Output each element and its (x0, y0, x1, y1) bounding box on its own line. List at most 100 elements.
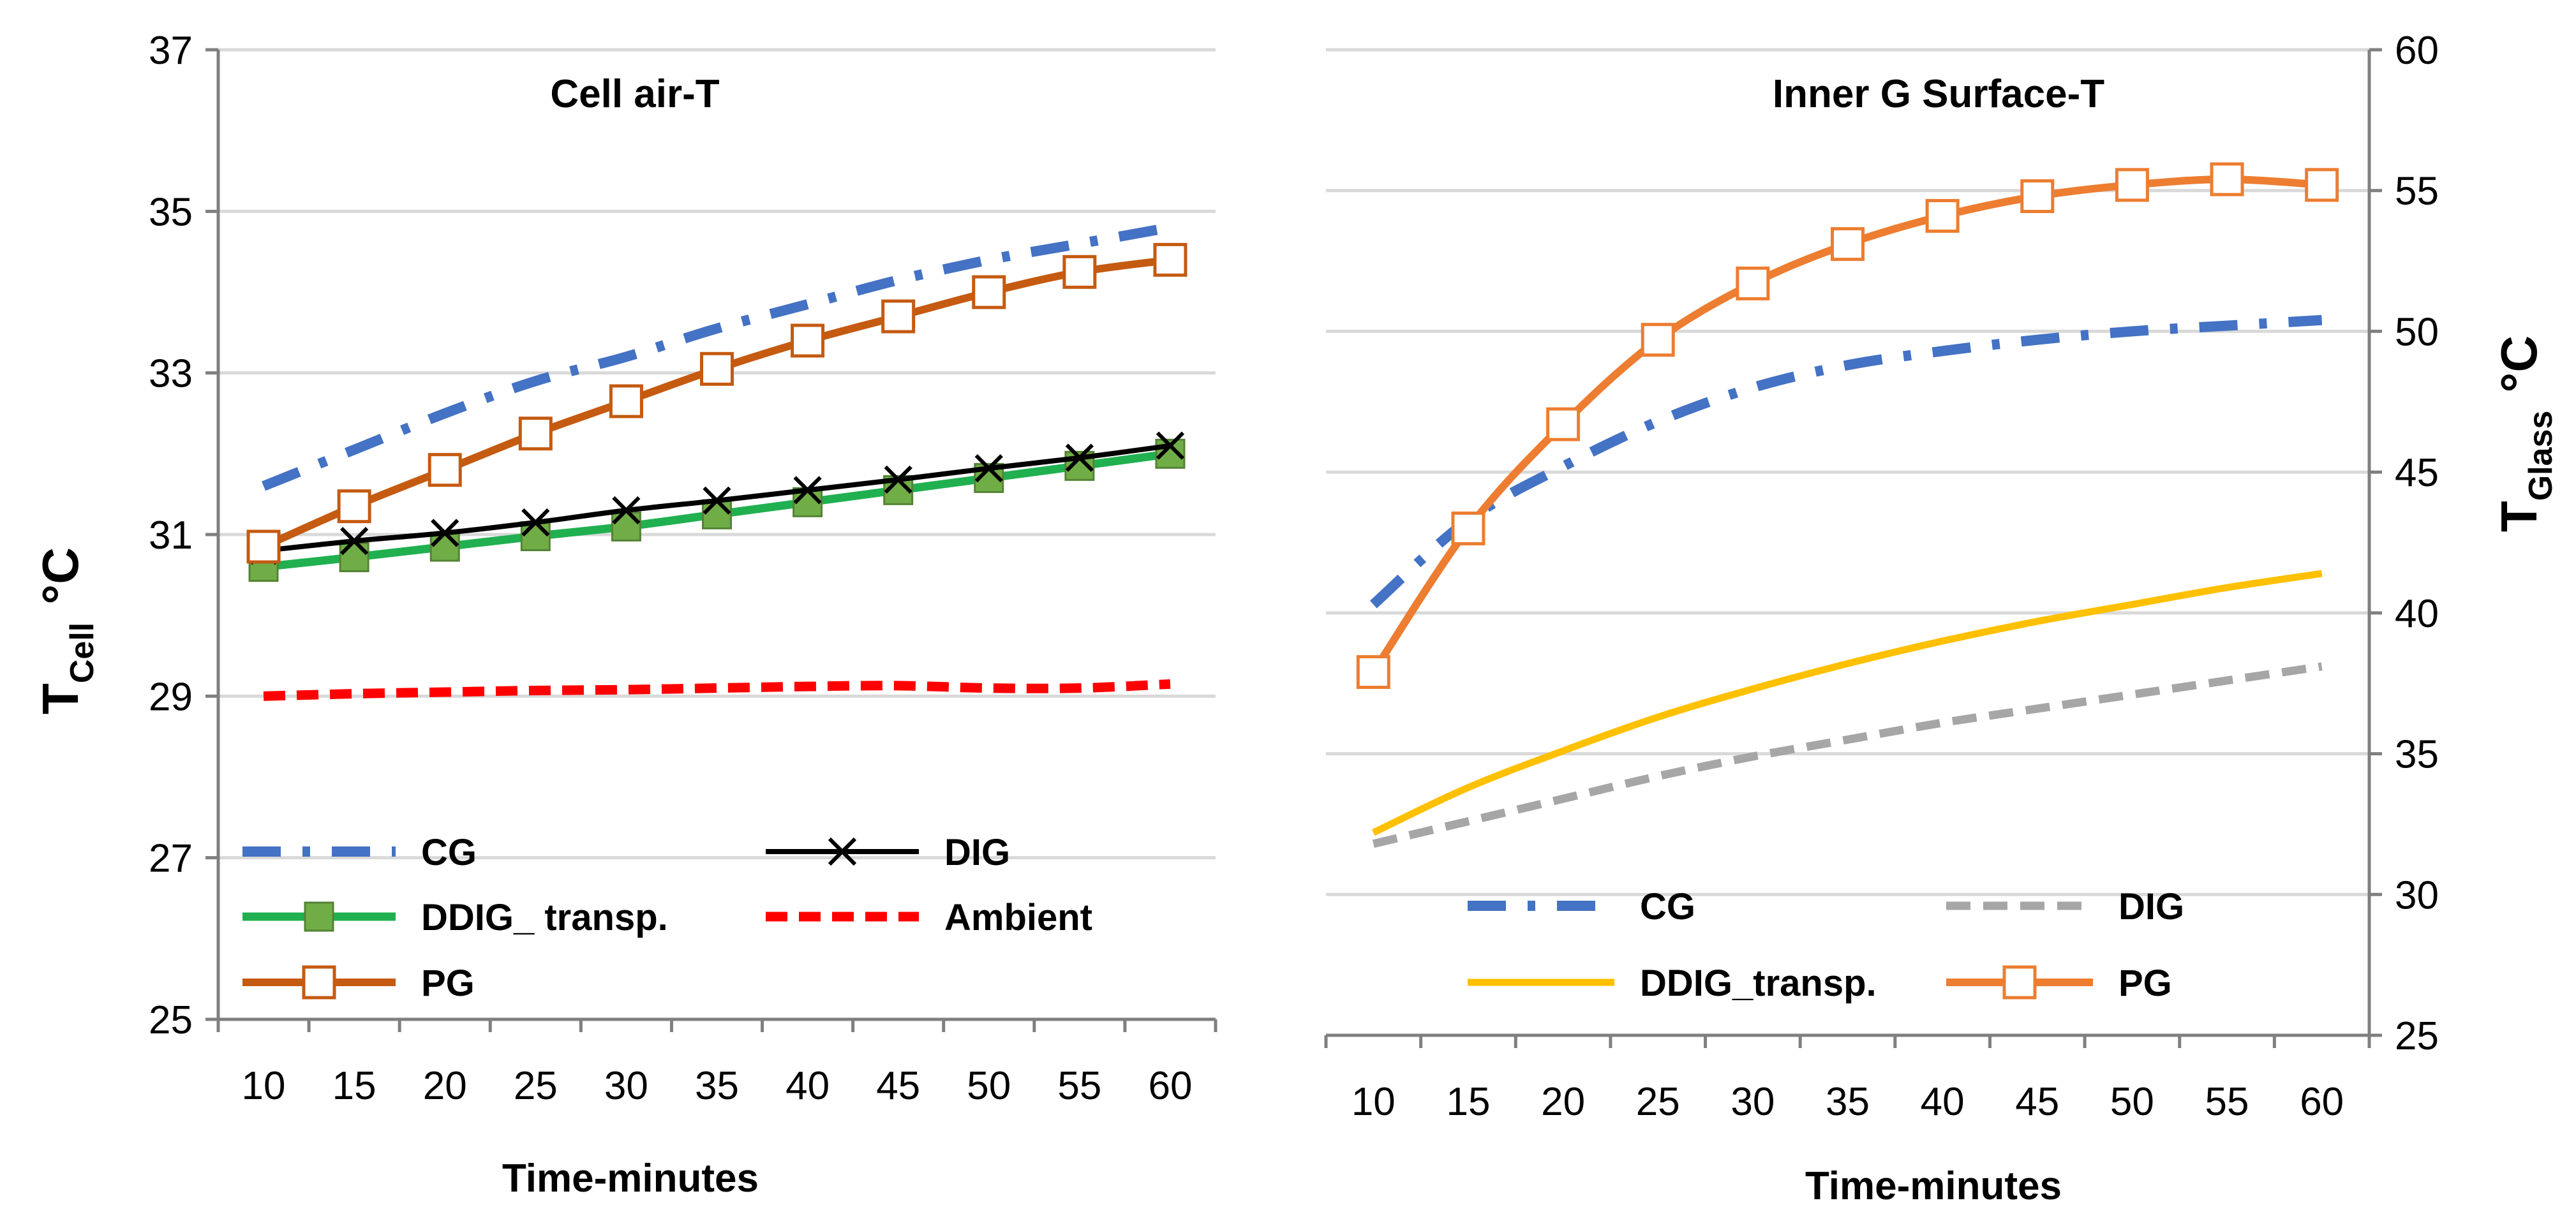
left-point-pg (518, 417, 553, 451)
left-point-ddig-transp (429, 531, 460, 562)
left-legend-label-ddig-transp: DDIG_ transp. (421, 897, 668, 938)
left-point-dig (793, 476, 822, 505)
left-axes (205, 48, 1217, 1032)
left-point-pg (428, 453, 462, 487)
right-x-tick-label: 20 (1541, 1080, 1585, 1124)
left-point-dig (884, 465, 912, 494)
left-legend-item-dig: DIG (766, 832, 1010, 873)
right-point-pg (1641, 323, 1675, 357)
right-line-dig (1372, 662, 2323, 848)
left-x-tick-label: 20 (423, 1064, 467, 1108)
right-x-tick-label: 40 (1921, 1080, 1965, 1124)
right-x-axis-label: Time-minutes (1805, 1164, 2062, 1208)
svg-text:TGlass°C: TGlass °C (2490, 336, 2559, 532)
left-series-cg (262, 222, 1172, 491)
left-point-ddig-transp (611, 511, 641, 542)
right-point-pg (1546, 407, 1581, 441)
left-point-pg (609, 384, 643, 418)
left-ylabel-main: T (32, 683, 89, 714)
left-x-tick-label: 55 (1057, 1064, 1101, 1108)
right-x-tick-label: 45 (2015, 1080, 2059, 1124)
right-legend-item-ddig-transp: DDIG_transp. (1468, 963, 1877, 1004)
right-line-cg (1369, 314, 2323, 609)
right-legend-label-ddig-transp: DDIG_transp. (1640, 963, 1877, 1004)
right-series-ddig-transp (1371, 570, 2323, 836)
left-x-tick-label: 60 (1148, 1064, 1192, 1108)
right-point-pg (2115, 168, 2149, 202)
right-legend-marker-pg (2002, 965, 2037, 1000)
left-point-ddig-transp (339, 542, 369, 572)
right-legend-label-pg: PG (2118, 963, 2172, 1004)
left-x-tick-label: 40 (785, 1064, 830, 1108)
left-y-tick-label: 25 (149, 998, 193, 1042)
right-y-tick-label: 25 (2395, 1014, 2439, 1058)
right-y-tick-label: 45 (2395, 451, 2439, 495)
left-point-dig (431, 519, 459, 547)
right-series-pg (1356, 162, 2339, 690)
left-legend-item-ddig-transp: DDIG_ transp. (242, 897, 668, 938)
left-y-tick-label: 35 (149, 190, 193, 234)
right-line-pg (1370, 175, 2323, 674)
left-point-dig (612, 496, 641, 525)
right-series (1356, 162, 2339, 848)
left-chart-title: Cell air-T (550, 72, 719, 116)
right-series-cg (1369, 314, 2323, 609)
right-ylabel-unit: °C (2490, 336, 2547, 393)
right-y-tick-label: 40 (2395, 592, 2439, 636)
right-y-tick-label: 60 (2395, 29, 2439, 73)
left-legend-label-dig: DIG (944, 832, 1010, 873)
right-point-pg (1356, 655, 1390, 690)
right-point-pg (2020, 179, 2055, 214)
left-legend-marker-dig (828, 837, 857, 866)
left-point-dig (703, 486, 731, 515)
left-x-tick-label: 15 (332, 1064, 376, 1108)
right-x-tick-label: 25 (1636, 1080, 1680, 1124)
left-x-tick-label: 25 (514, 1064, 558, 1108)
left-series-pg (246, 242, 1187, 564)
left-x-tick-label: 35 (695, 1064, 739, 1108)
left-ylabel-unit: °C (32, 547, 89, 605)
left-y-tick-label: 27 (149, 837, 193, 881)
left-point-dig (521, 508, 550, 537)
left-point-pg (1153, 242, 1187, 277)
left-legend-label-ambient: Ambient (944, 897, 1092, 938)
right-gridlines (1326, 48, 2369, 896)
left-y-axis-label: TCell °C (32, 547, 101, 714)
right-line-ddig-transp (1371, 570, 2323, 836)
left-legend-item-pg: PG (242, 963, 475, 1004)
right-y-tick-label: 35 (2395, 733, 2439, 777)
left-point-ddig-transp (702, 499, 732, 529)
left-point-pg (246, 529, 281, 564)
left-point-dig (1065, 443, 1094, 472)
right-legend: CG DIG DDIG_transp. PG (1468, 886, 2184, 1004)
right-axes (1324, 48, 2382, 1048)
left-point-dig (340, 527, 369, 556)
left-line-cg (262, 222, 1172, 491)
chart-cell-air-temperature: 25 27 29 31 33 35 37 10 15 20 25 30 35 40 45 50 55 60 Ce… (32, 29, 1217, 1201)
right-legend-item-dig: DIG (1946, 886, 2184, 927)
left-point-pg (700, 351, 734, 386)
left-point-pg (972, 275, 1006, 309)
right-point-pg (2305, 168, 2339, 202)
right-legend-label-dig: DIG (2118, 886, 2184, 927)
right-point-pg (1451, 511, 1485, 545)
right-y-tick-labels: 25 30 35 40 45 50 55 60 (2395, 29, 2439, 1058)
left-x-tick-label: 50 (967, 1064, 1011, 1108)
left-x-axis-label: Time-minutes (502, 1156, 759, 1201)
left-legend-marker-ddig-transp (304, 901, 334, 932)
left-point-dig (974, 454, 1003, 483)
left-line-ambient (263, 679, 1171, 701)
left-series (246, 222, 1187, 701)
left-x-tick-label: 10 (242, 1064, 286, 1108)
right-y-tick-label: 55 (2395, 170, 2439, 214)
left-point-pg (791, 323, 825, 358)
left-series-dig (249, 431, 1185, 565)
left-y-tick-label: 33 (149, 352, 193, 396)
left-legend-label-pg: PG (421, 963, 475, 1004)
left-point-dig (1156, 431, 1185, 460)
left-legend: CG DIG DDIG_ transp. Ambient PG (242, 832, 1092, 1004)
left-y-tick-label: 31 (149, 513, 193, 558)
right-x-tick-labels: 10 15 20 25 30 35 40 45 50 55 60 (1351, 1080, 2344, 1124)
